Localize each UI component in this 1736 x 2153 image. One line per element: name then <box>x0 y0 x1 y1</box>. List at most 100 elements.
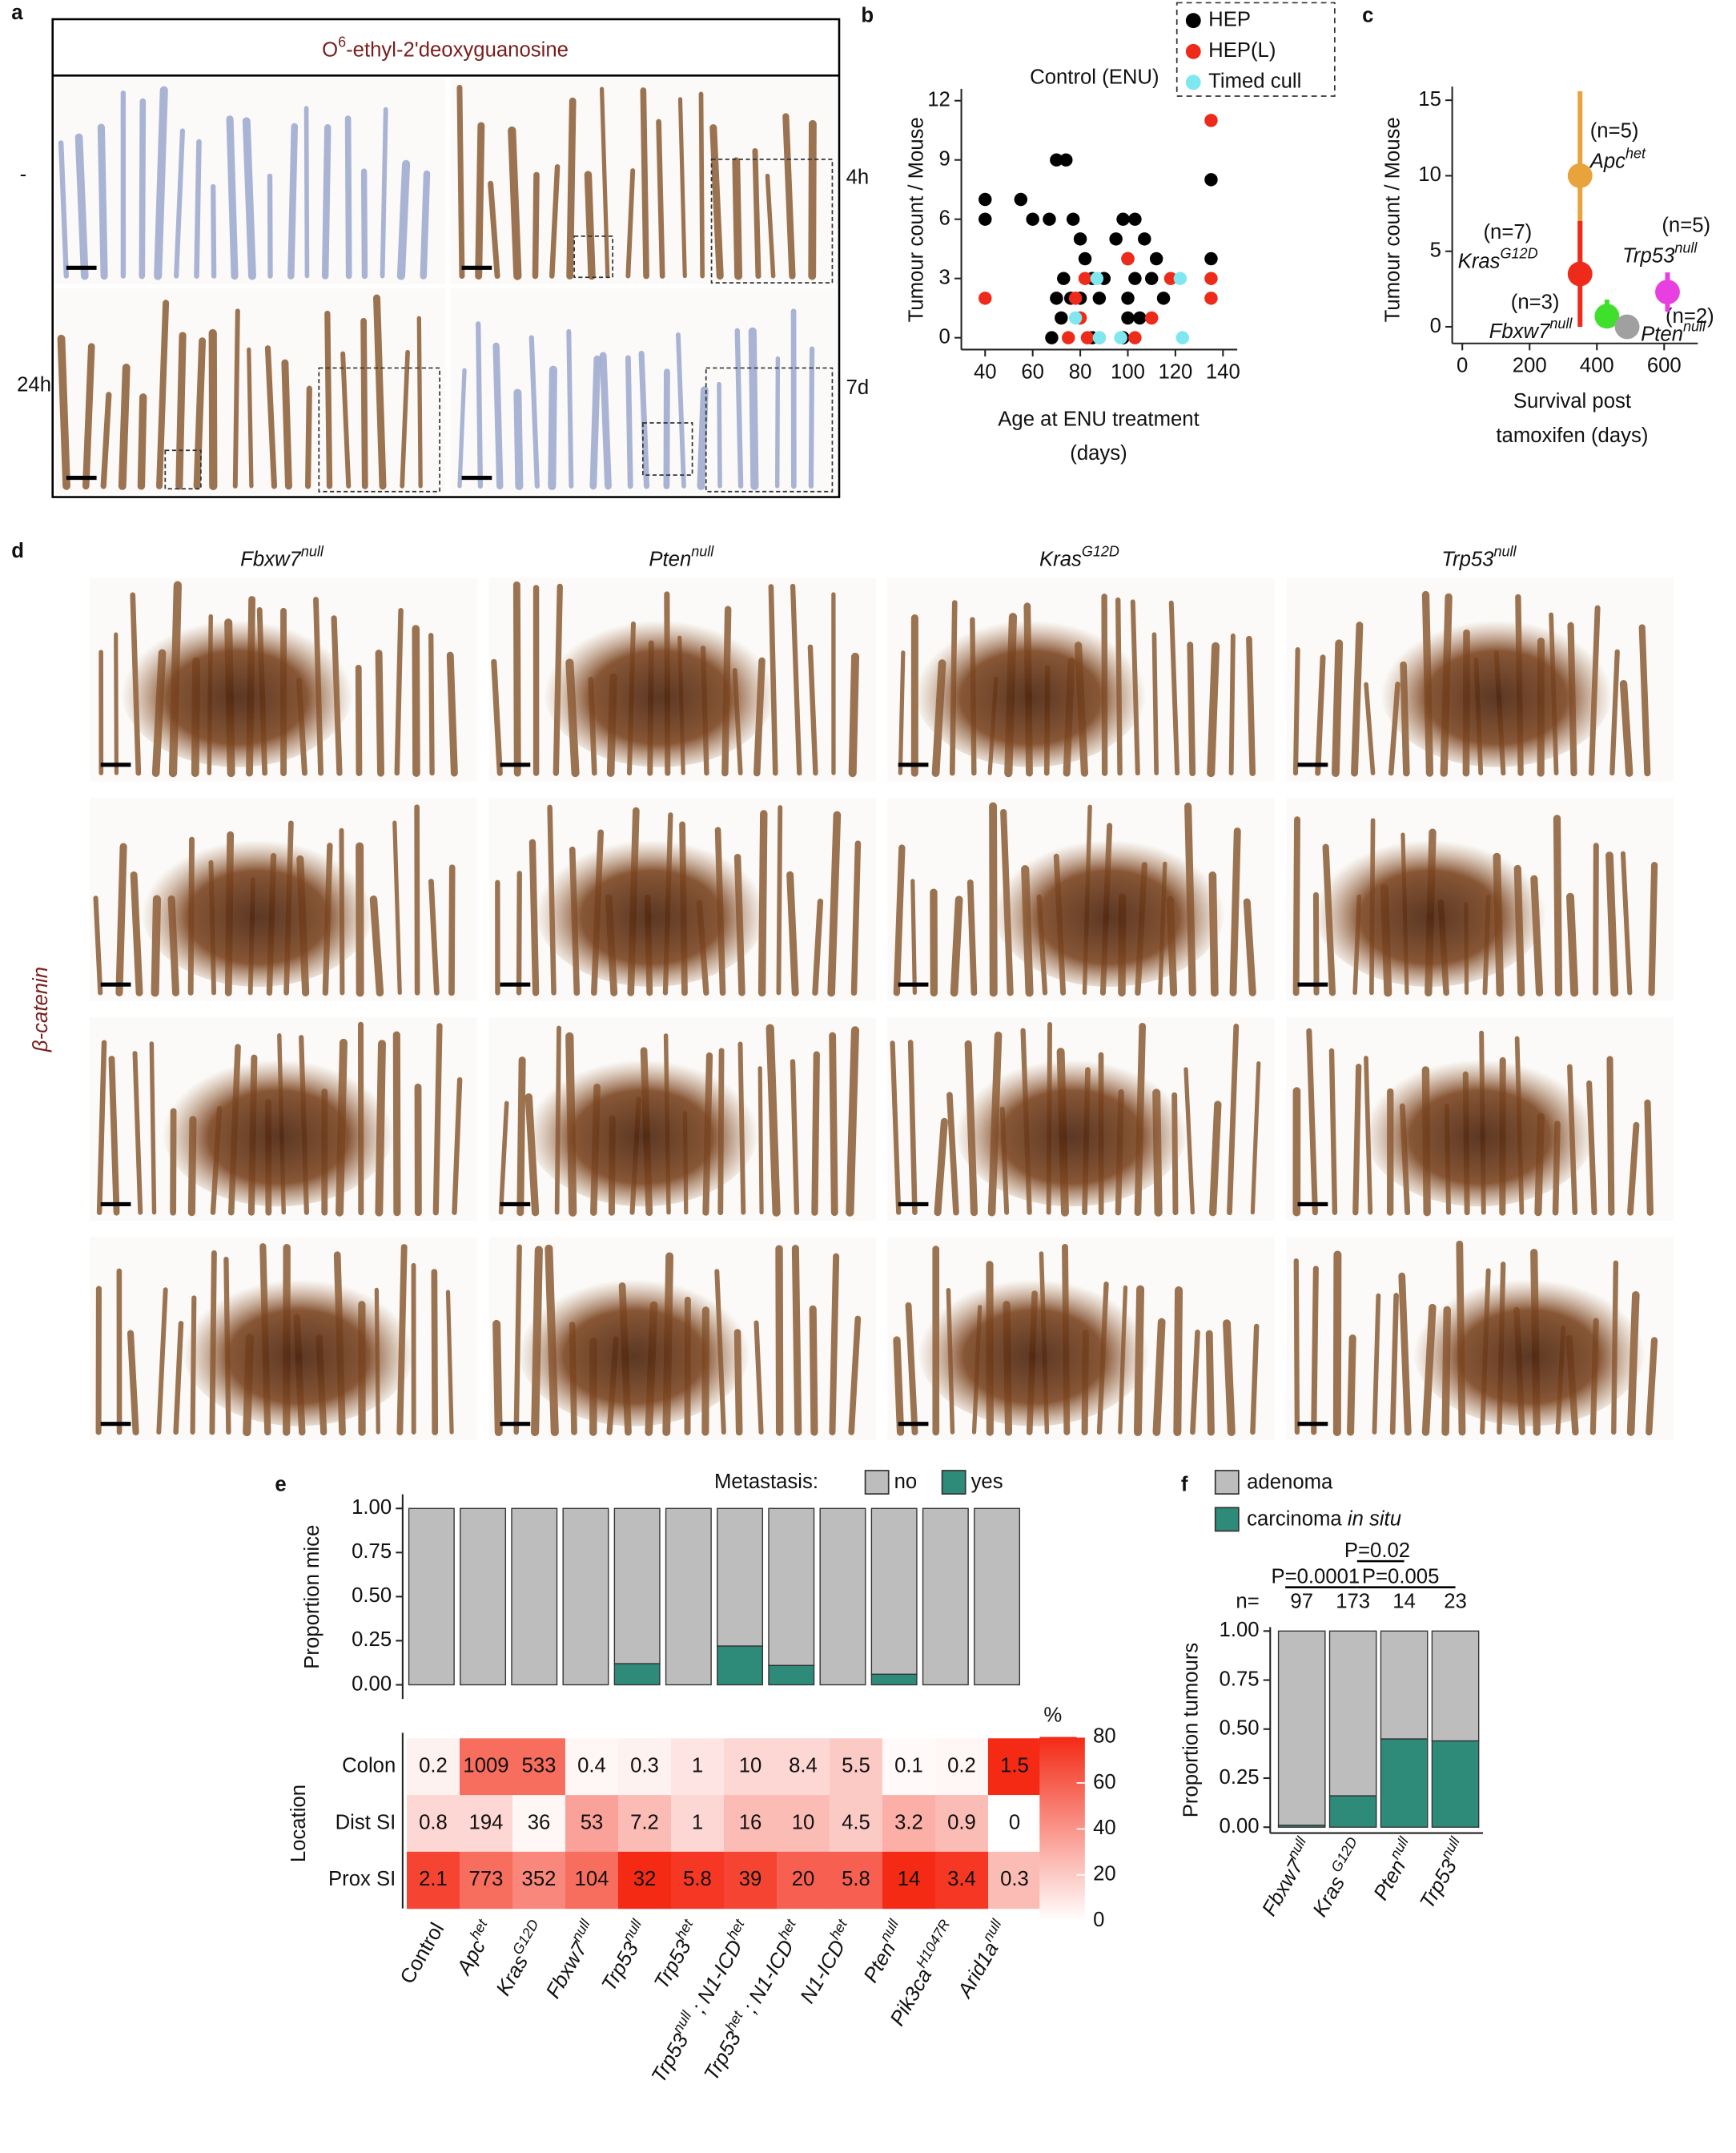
villus <box>748 327 759 490</box>
villus <box>97 123 108 280</box>
villus <box>156 300 170 489</box>
point <box>1080 331 1095 344</box>
villus <box>1229 827 1241 996</box>
villus <box>492 342 504 490</box>
bar-segment <box>1277 1630 1326 1826</box>
point-label-part: Fbxw7 <box>1489 320 1551 343</box>
bar-segment <box>717 1645 764 1686</box>
x-tick-label: Ptennull <box>1365 1833 1421 1904</box>
point <box>1109 232 1123 246</box>
x-tick-label: Control <box>396 1919 449 1988</box>
column-header-part: G12D <box>1082 543 1119 559</box>
x-tick-label-part: Trp53 <box>700 2027 745 2084</box>
n-value: 14 <box>1392 1590 1416 1612</box>
y-tick-label: 0.75 <box>1220 1668 1260 1690</box>
point <box>1068 292 1083 305</box>
villus <box>491 658 503 776</box>
panel-a-frame <box>51 18 841 498</box>
y-axis-label: Proportion tumours <box>1179 1643 1202 1818</box>
point <box>1128 331 1142 344</box>
villus <box>380 107 388 279</box>
y-tick-label: 0.50 <box>1220 1717 1260 1740</box>
villus <box>445 1290 454 1435</box>
villus <box>790 1059 800 1215</box>
villus <box>934 1117 948 1217</box>
point <box>1149 252 1163 266</box>
n-label: (n=5) <box>1662 215 1710 237</box>
villus <box>173 1321 184 1435</box>
point <box>1144 311 1159 325</box>
heat-cell <box>618 1795 672 1853</box>
villus <box>656 119 665 279</box>
villus <box>74 133 89 280</box>
cell-label: 8.4 <box>789 1754 818 1777</box>
villus <box>1351 622 1364 777</box>
point <box>979 292 992 305</box>
heat-cell <box>512 1851 566 1910</box>
heat-cell <box>407 1795 460 1853</box>
villus <box>528 335 540 489</box>
villus <box>82 343 95 490</box>
tumour <box>182 1271 415 1427</box>
point <box>1057 272 1071 285</box>
villus <box>211 183 217 279</box>
tumour <box>1413 1271 1646 1427</box>
point <box>1204 114 1218 127</box>
point <box>1175 331 1190 344</box>
villus <box>1332 1250 1342 1436</box>
villus <box>114 632 119 775</box>
x-tick-label: 140 <box>1206 360 1240 383</box>
x-tick-label-part: Pik3ca <box>886 1965 936 2030</box>
villus <box>1347 1334 1356 1436</box>
villus <box>96 1040 107 1216</box>
bar-segment <box>922 1507 969 1686</box>
micrograph <box>488 577 877 782</box>
villus <box>1243 898 1256 996</box>
x-tick-label: 60 <box>1021 360 1044 383</box>
panel-label: a <box>11 2 23 24</box>
villus <box>149 1041 157 1215</box>
point-label-part: Apc <box>1589 150 1625 172</box>
y-axis-label: Proportion mice <box>301 1525 323 1669</box>
villus <box>753 1320 764 1435</box>
villus <box>360 317 368 489</box>
villus <box>175 332 187 490</box>
n-label: (n=5) <box>1590 119 1639 142</box>
bar-segment <box>1431 1630 1480 1742</box>
point-label: KrasG12D <box>1458 245 1538 272</box>
villus <box>1328 1048 1338 1215</box>
point <box>1066 212 1080 226</box>
n-label: (n=2) <box>1666 305 1714 328</box>
heat-cell <box>618 1738 672 1796</box>
villus <box>428 879 440 996</box>
y-tick-label: 0.25 <box>352 1628 392 1651</box>
villus <box>396 159 411 280</box>
x-tick-label-part: Kras <box>492 1951 532 1999</box>
y-tick-label: 1.00 <box>352 1496 392 1519</box>
bar-segment <box>613 1663 661 1686</box>
villus <box>137 393 147 490</box>
villus <box>1227 1024 1240 1216</box>
point <box>1655 280 1680 305</box>
y-axis-label: Location <box>287 1785 310 1862</box>
villus <box>765 173 776 279</box>
legend-label: HEP <box>1208 9 1251 31</box>
villus <box>893 844 906 996</box>
legend-label: HEP(L) <box>1208 39 1276 62</box>
cell-label: 7.2 <box>630 1811 659 1833</box>
x-tick-label: Arid1anull <box>949 1916 1015 2002</box>
panel-label: e <box>275 1474 286 1496</box>
legend-label-part: in situ <box>1348 1508 1401 1531</box>
point <box>1062 331 1075 344</box>
bar-segment <box>819 1507 866 1686</box>
y-tick-label: 12 <box>927 89 950 111</box>
villus <box>369 895 384 997</box>
villus <box>829 1253 840 1436</box>
x-tick-label: N1-ICDhet <box>792 1916 860 2007</box>
p-value: P=0.0001 <box>1271 1566 1360 1588</box>
villus <box>766 1024 781 1217</box>
colorbar-tick-label: 40 <box>1093 1817 1116 1839</box>
heat-cell <box>512 1795 566 1853</box>
point <box>1055 311 1068 325</box>
villus <box>513 1244 522 1435</box>
